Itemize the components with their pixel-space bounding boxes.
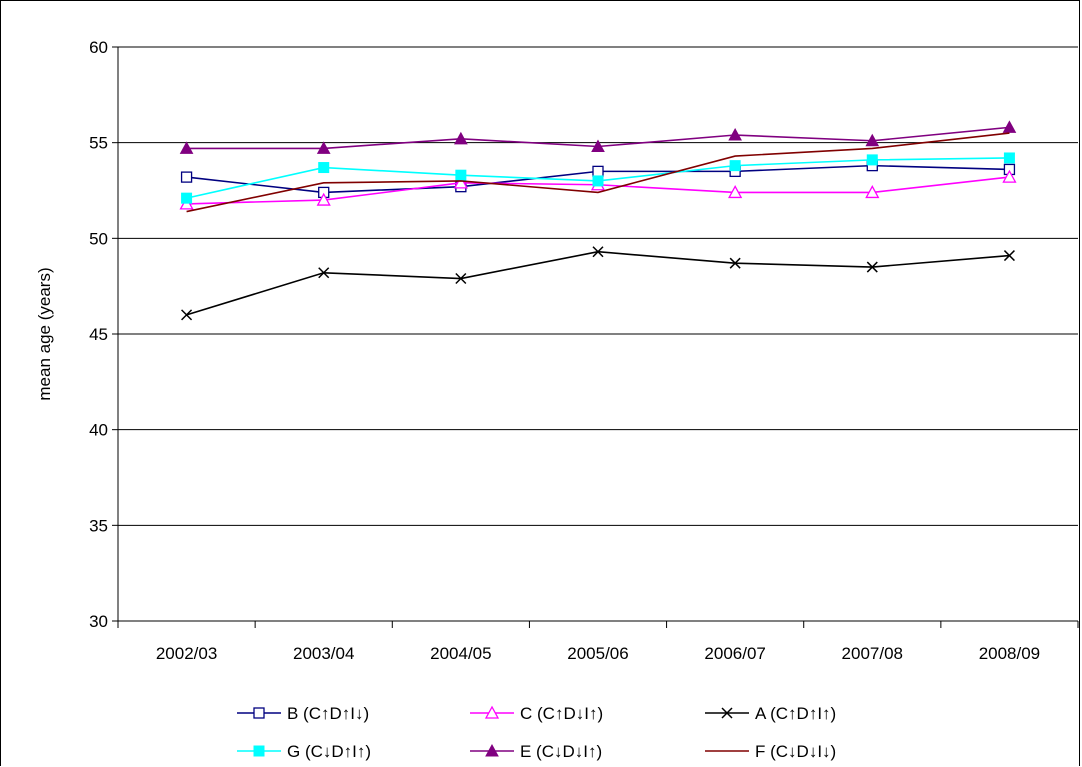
series-5: [186, 132, 1010, 213]
y-tick-label: 40: [89, 421, 108, 440]
x-tick-label: 2002/03: [156, 644, 217, 663]
data-point: [253, 745, 265, 757]
series-2: [181, 246, 1015, 321]
data-point-stroke: [1003, 250, 1015, 262]
series-line: [186, 250, 1010, 316]
data-point-stroke: [721, 707, 733, 719]
data-point: [181, 309, 193, 321]
data-point: [180, 171, 193, 183]
data-point-stroke: [729, 257, 741, 269]
axes: [112, 46, 1079, 628]
x-tick-label: 2006/07: [704, 644, 765, 663]
data-point: [484, 705, 500, 719]
series-line: [186, 132, 1010, 213]
y-tick-label: 60: [89, 38, 108, 57]
data-point: [591, 139, 605, 152]
data-point: [316, 192, 331, 206]
data-point-stroke: [318, 267, 330, 279]
legend-item: E (C↓D↓I↑): [470, 742, 602, 761]
data-point: [454, 131, 468, 145]
data-point: [453, 175, 468, 189]
data-point-stroke: [181, 309, 193, 321]
y-tick-label: 45: [89, 325, 108, 344]
legend-item: G (C↓D↑I↑): [237, 742, 371, 761]
legend-label: C (C↑D↓I↑): [520, 704, 603, 723]
data-point: [179, 141, 194, 154]
legend-item: B (C↑D↑I↓): [237, 704, 369, 723]
legend-label: A (C↑D↑I↑): [755, 704, 836, 723]
data-point: [485, 743, 499, 757]
data-point: [729, 257, 741, 269]
data-point: [728, 127, 742, 141]
legend-item: F (C↓D↓I↓): [705, 742, 836, 761]
data-point: [729, 160, 741, 172]
data-point: [866, 154, 878, 166]
y-tick-label: 50: [89, 229, 108, 248]
legend-label: F (C↓D↓I↓): [755, 742, 836, 761]
legend-label: B (C↑D↑I↓): [287, 704, 369, 723]
legend: B (C↑D↑I↓) C (C↑D↓I↑) A (C↑D↑I↑) G (C↓D↑I↑)…: [237, 704, 836, 761]
legend-item: C (C↑D↓I↑): [470, 704, 603, 723]
series-group: [179, 120, 1017, 321]
series-3: [181, 152, 1015, 204]
data-point-stroke: [592, 246, 604, 258]
data-point: [1003, 250, 1015, 262]
data-point: [1002, 169, 1017, 183]
y-tick-labels: 30 35 40 45 50 55 60: [89, 38, 108, 631]
data-point: [1002, 120, 1017, 133]
y-tick-label: 30: [89, 612, 108, 631]
x-tick-label: 2008/09: [979, 644, 1040, 663]
data-point: [721, 707, 733, 719]
data-point: [592, 175, 604, 187]
data-point: [865, 185, 880, 199]
x-tick-label: 2003/04: [293, 644, 354, 663]
gridlines: [118, 46, 1078, 526]
x-tick-label: 2005/06: [567, 644, 628, 663]
data-point: [866, 261, 878, 273]
x-tick-label: 2007/08: [842, 644, 903, 663]
data-point: [316, 141, 331, 154]
data-point: [181, 192, 193, 204]
legend-label: G (C↓D↑I↑): [287, 742, 371, 761]
y-tick-label: 55: [89, 134, 108, 153]
y-tick-label: 35: [89, 516, 108, 535]
x-tick-labels: 2002/03 2003/04 2004/05 2005/06 2006/07 2007/…: [156, 644, 1040, 663]
y-axis-label: mean age (years): [35, 267, 54, 400]
data-point-stroke: [455, 272, 467, 285]
x-tick-label: 2004/05: [430, 644, 491, 663]
legend-label: E (C↓D↓I↑): [520, 742, 602, 761]
data-point: [253, 707, 265, 719]
data-point-stroke: [866, 261, 878, 273]
data-point: [318, 162, 330, 174]
data-point: [455, 272, 467, 285]
data-point: [865, 133, 880, 147]
data-point: [318, 267, 330, 279]
legend-item: A (C↑D↑I↑): [705, 704, 836, 723]
series-4: [179, 120, 1017, 154]
data-point: [592, 246, 604, 258]
data-point: [592, 165, 604, 178]
data-point: [455, 169, 467, 181]
data-point: [728, 185, 743, 199]
data-point: [1003, 152, 1015, 164]
